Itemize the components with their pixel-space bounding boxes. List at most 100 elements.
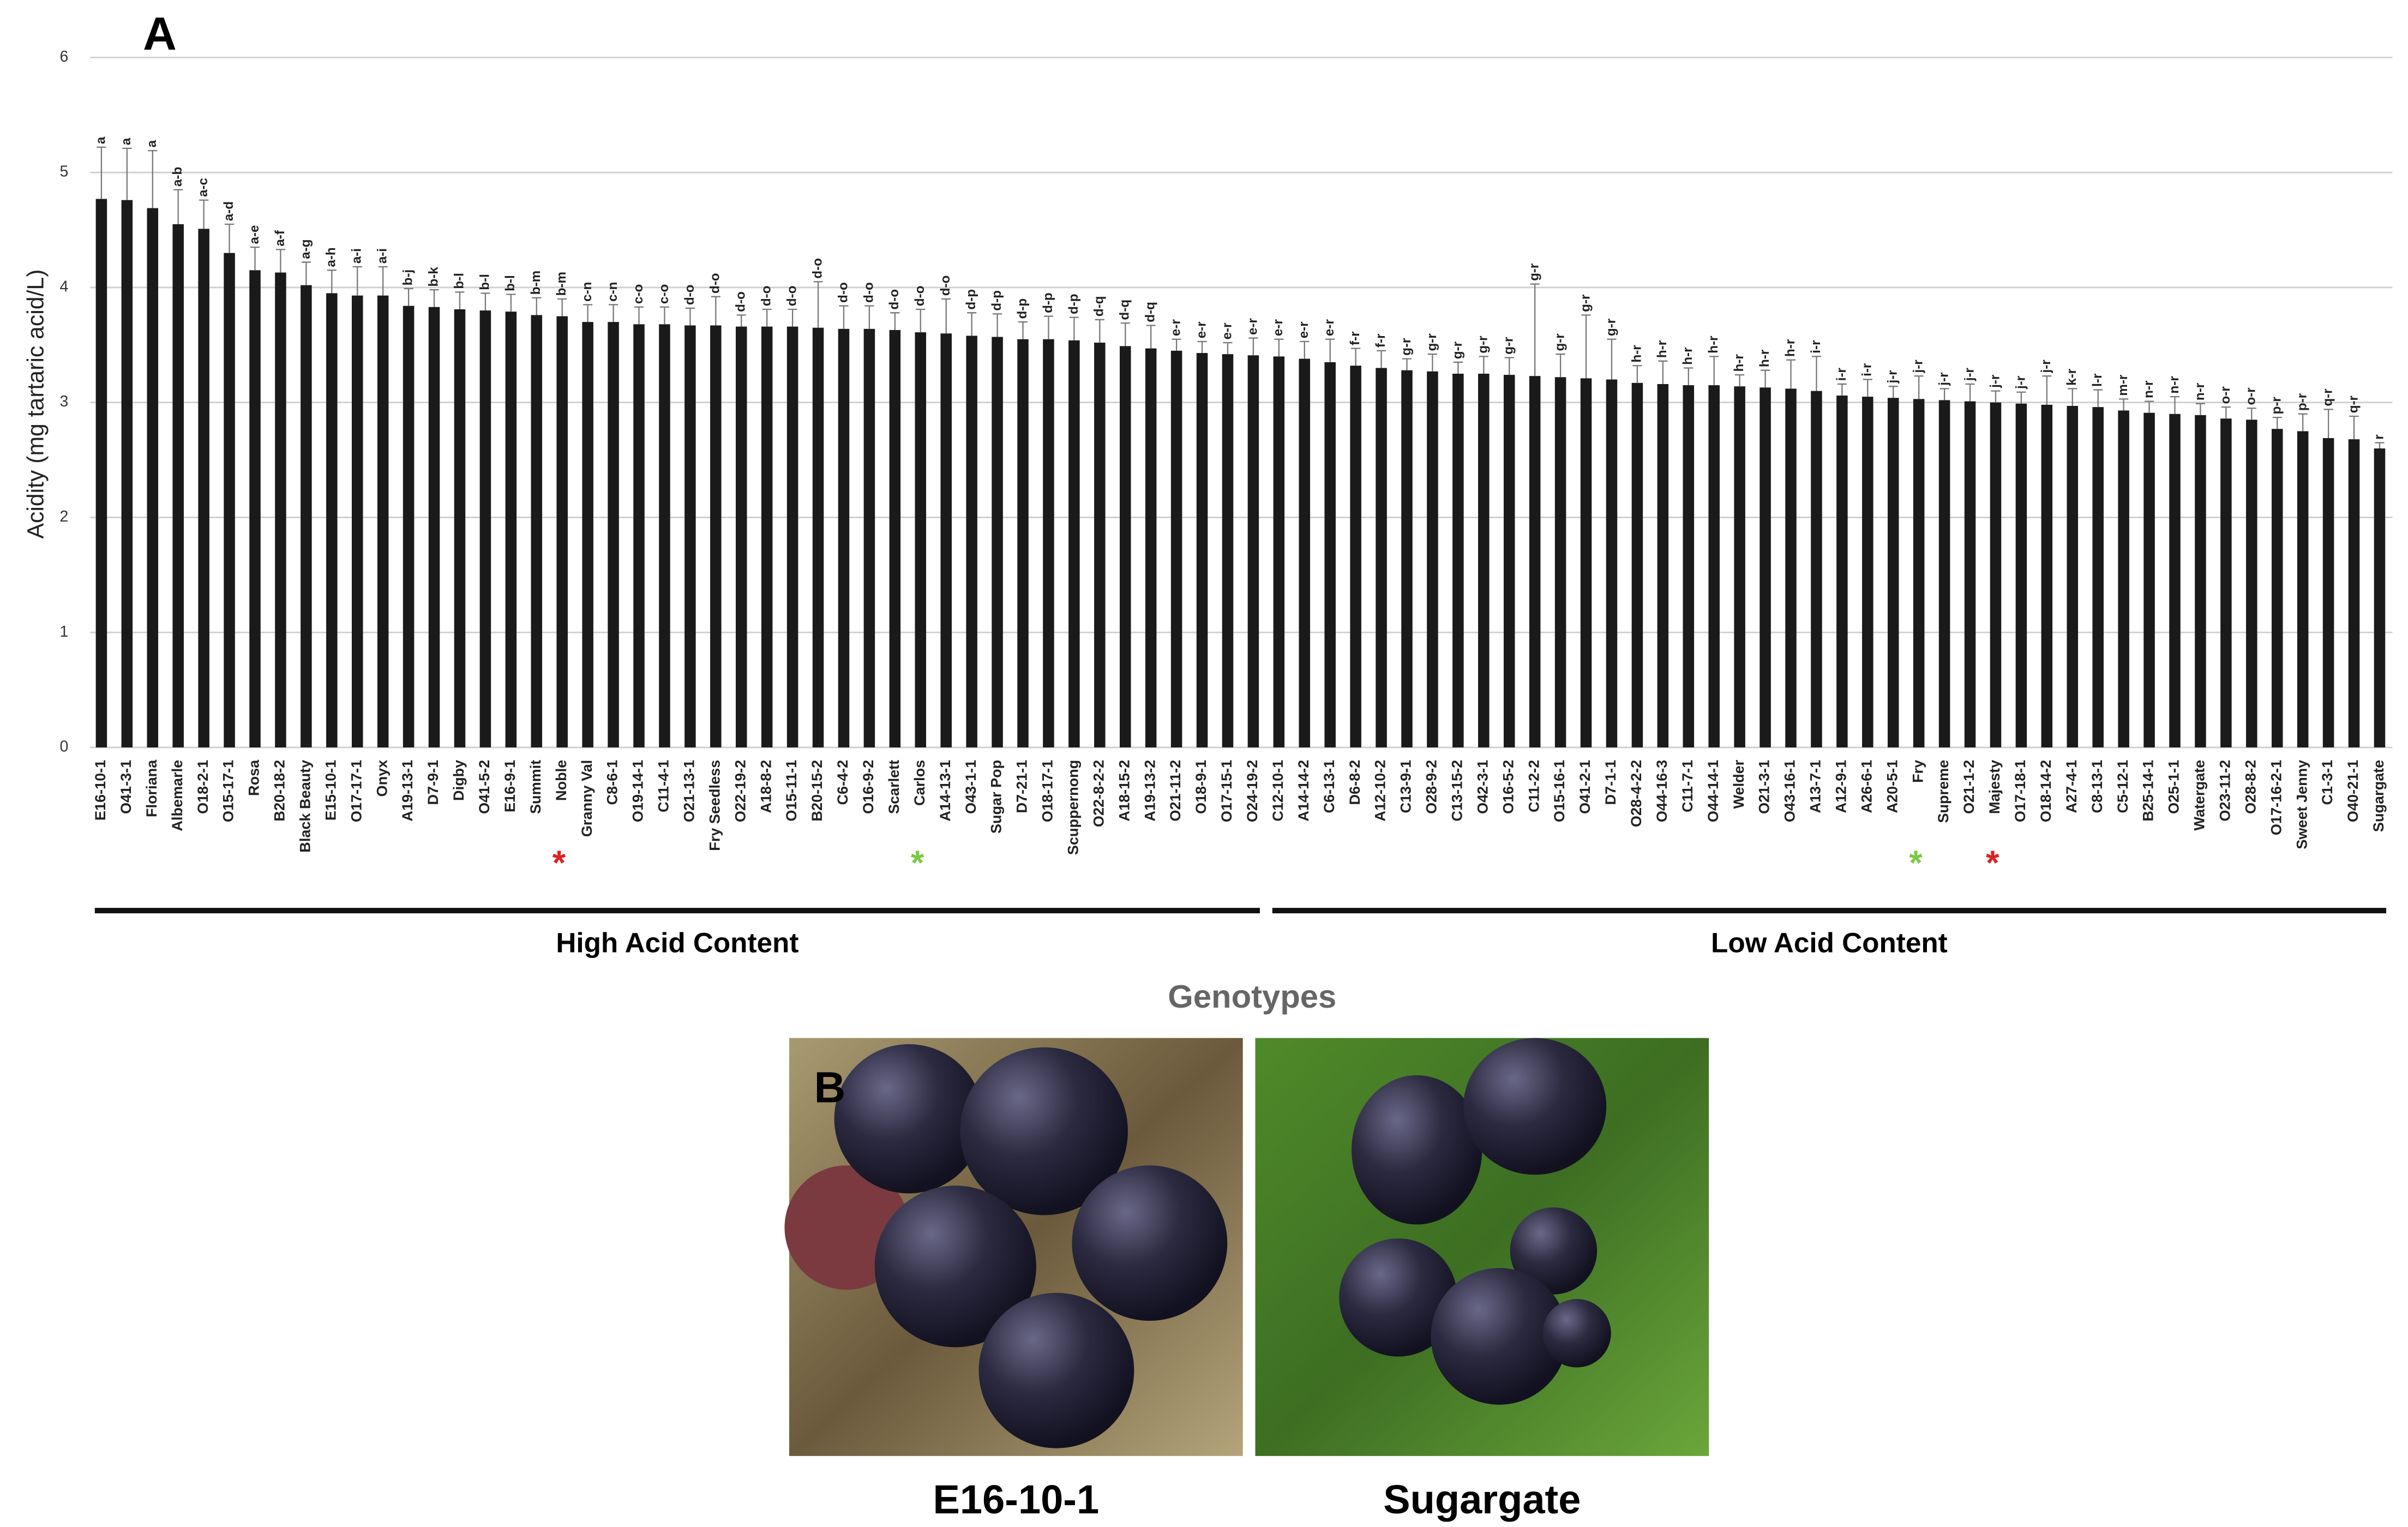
significance-label: l-r bbox=[2090, 373, 2105, 387]
significance-label: g-r bbox=[1399, 338, 1414, 356]
x-tick-label: C6-13-1 bbox=[1321, 760, 1337, 813]
significance-label: i-r bbox=[1860, 363, 1875, 376]
x-tick-label: E15-10-1 bbox=[322, 760, 339, 821]
x-tick-label: O22-19-2 bbox=[732, 760, 748, 822]
significance-label: o-r bbox=[2218, 386, 2233, 404]
photo-right bbox=[1255, 1038, 1709, 1456]
x-tick-label: C11-7-1 bbox=[1679, 760, 1696, 812]
bar bbox=[556, 316, 568, 748]
x-tick-label: B20-18-2 bbox=[272, 760, 288, 822]
bar bbox=[992, 337, 1003, 748]
asterisk: * bbox=[1909, 844, 1923, 882]
x-tick-label: O41-5-2 bbox=[476, 760, 493, 814]
x-tick-label: O43-1-1 bbox=[963, 760, 979, 814]
y-tick-label: 1 bbox=[60, 623, 69, 640]
bar bbox=[1938, 400, 1950, 748]
bar bbox=[172, 224, 184, 748]
significance-label: p-r bbox=[2269, 397, 2284, 415]
significance-label: d-o bbox=[682, 285, 697, 306]
significance-label: r bbox=[2371, 434, 2386, 440]
bar bbox=[1376, 368, 1387, 748]
bar bbox=[2246, 420, 2257, 748]
significance-label: h-r bbox=[1706, 336, 1721, 354]
bar bbox=[1631, 382, 1643, 748]
significance-label: i-r bbox=[1834, 367, 1849, 381]
significance-label: a-b bbox=[170, 167, 185, 187]
significance-label: b-j bbox=[400, 270, 415, 286]
x-tick-label: O40-21-1 bbox=[2345, 760, 2361, 822]
bar bbox=[1529, 376, 1541, 748]
x-tick-label: O15-11-1 bbox=[783, 760, 800, 822]
significance-label: d-p bbox=[1015, 298, 1030, 319]
x-tick-label: A14-13-1 bbox=[937, 760, 953, 822]
significance-label: h-r bbox=[1757, 349, 1772, 367]
x-tick-label: O15-17-1 bbox=[220, 760, 237, 822]
bar bbox=[1247, 355, 1259, 748]
x-tick-label: C13-15-2 bbox=[1449, 760, 1466, 822]
y-tick-label: 6 bbox=[60, 48, 69, 65]
x-tick-label: Sweet Jenny bbox=[2293, 760, 2310, 849]
significance-label: j-r bbox=[1962, 367, 1977, 381]
x-tick-label: Noble bbox=[553, 760, 569, 801]
x-tick-label: A19-13-1 bbox=[399, 760, 416, 822]
bar bbox=[2220, 418, 2232, 748]
x-tick-label: A12-9-1 bbox=[1833, 760, 1849, 813]
x-tick-label: O16-5-2 bbox=[1500, 760, 1516, 814]
significance-label: j-r bbox=[1936, 372, 1951, 386]
significance-label: a-f bbox=[273, 230, 287, 247]
significance-label: f-r bbox=[1348, 331, 1362, 345]
x-tick-label: O21-3-1 bbox=[1756, 760, 1773, 814]
significance-label: a-d bbox=[221, 201, 236, 221]
bar bbox=[2322, 438, 2334, 748]
significance-label: a bbox=[119, 137, 134, 145]
significance-label: j-r bbox=[2039, 360, 2053, 374]
x-tick-label: Fry bbox=[1909, 760, 1926, 783]
bar bbox=[403, 306, 415, 748]
bar bbox=[198, 229, 209, 748]
bar bbox=[966, 336, 977, 748]
x-tick-label: O28-8-2 bbox=[2242, 760, 2259, 814]
bar bbox=[1554, 377, 1566, 748]
x-tick-label: A26-6-1 bbox=[1858, 760, 1875, 813]
significance-label: k-r bbox=[2064, 368, 2079, 386]
significance-label: n-r bbox=[2167, 376, 2182, 394]
bar bbox=[121, 200, 133, 748]
x-tick-label: Scuppernong bbox=[1065, 760, 1082, 855]
x-tick-label: D7-21-1 bbox=[1014, 760, 1030, 813]
x-tick-label: O41-3-1 bbox=[118, 760, 134, 814]
significance-label: g-r bbox=[1450, 341, 1465, 359]
significance-label: b-l bbox=[452, 273, 466, 289]
x-tick-label: C1-3-1 bbox=[2319, 760, 2335, 805]
y-tick-label: 4 bbox=[60, 278, 69, 295]
bar bbox=[249, 270, 261, 748]
x-tick-label: C12-10-1 bbox=[1270, 760, 1286, 822]
bar bbox=[351, 295, 363, 748]
significance-label: n-r bbox=[2141, 380, 2156, 398]
x-tick-label: B20-15-2 bbox=[809, 760, 825, 822]
significance-label: d-o bbox=[836, 282, 850, 303]
significance-label: d-q bbox=[1118, 300, 1132, 320]
bar bbox=[1145, 348, 1157, 748]
bar bbox=[633, 324, 645, 748]
bar bbox=[1683, 385, 1695, 748]
significance-label: d-p bbox=[964, 289, 978, 310]
x-tick-label: O21-1-2 bbox=[1961, 760, 1977, 814]
bar bbox=[786, 326, 798, 748]
x-tick-label: O44-16-3 bbox=[1654, 760, 1670, 822]
bar bbox=[1017, 339, 1029, 748]
bar bbox=[761, 326, 773, 748]
bar bbox=[2143, 412, 2155, 748]
x-tick-label: Scarlett bbox=[886, 760, 902, 814]
x-tick-label: O28-4-2-2 bbox=[1628, 760, 1644, 827]
bar bbox=[1990, 402, 2002, 748]
significance-label: q-r bbox=[2320, 388, 2335, 406]
asterisk: * bbox=[553, 844, 566, 882]
x-tick-label: O18-2-1 bbox=[195, 760, 211, 814]
bar bbox=[2015, 403, 2027, 748]
bar bbox=[1119, 346, 1131, 748]
significance-label: j-r bbox=[2013, 375, 2028, 390]
bar bbox=[1887, 398, 1899, 748]
bar bbox=[1785, 388, 1797, 748]
x-tick-label: A19-13-2 bbox=[1142, 760, 1158, 822]
bar bbox=[1222, 354, 1234, 748]
